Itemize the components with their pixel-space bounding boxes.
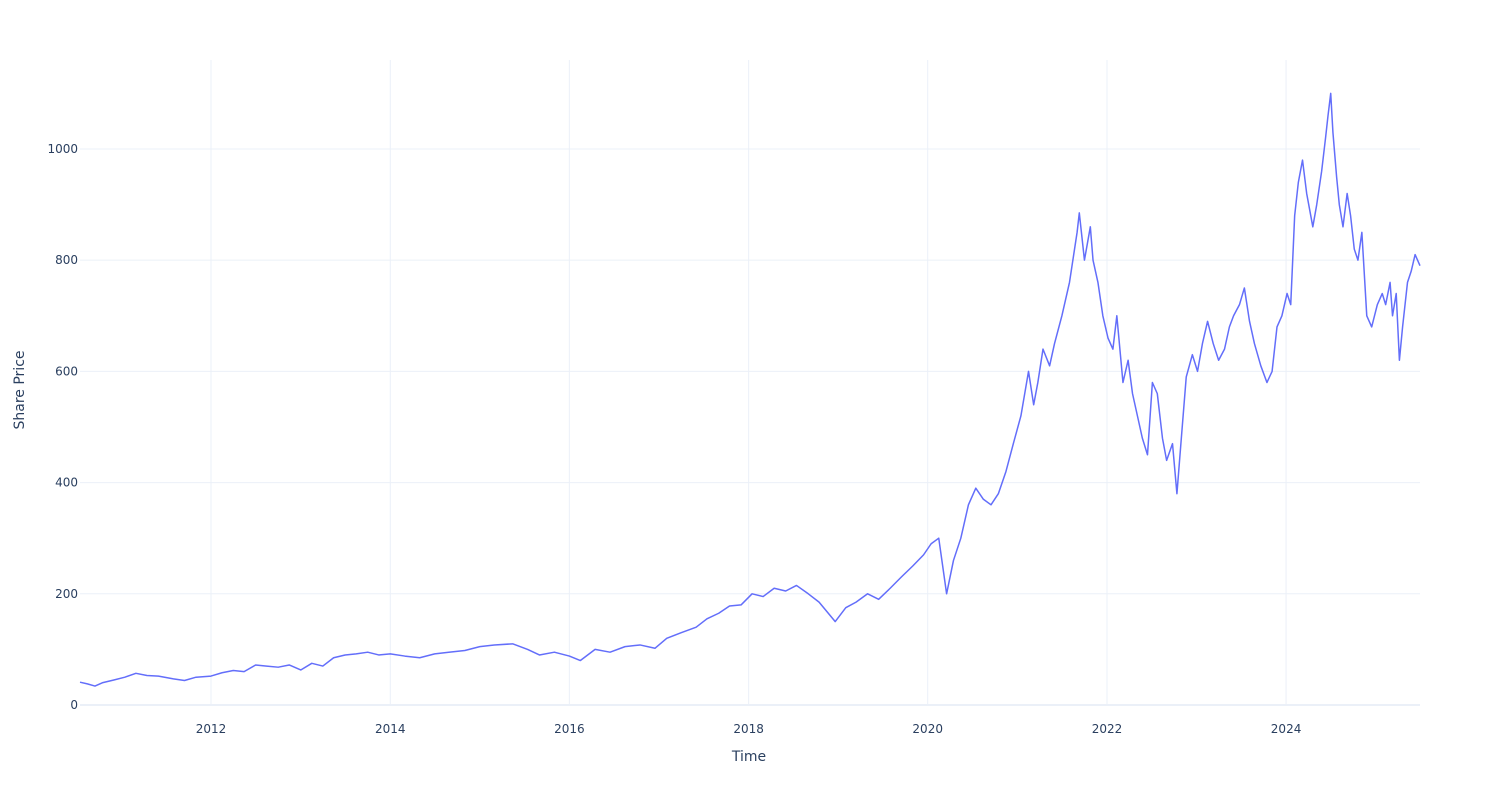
x-axis-title: Time bbox=[731, 749, 766, 765]
y-axis-title: Share Price bbox=[12, 350, 28, 429]
grid bbox=[80, 60, 1420, 706]
y-tick-label: 400 bbox=[55, 476, 78, 490]
y-tick-label: 200 bbox=[55, 587, 78, 601]
y-tick-label: 800 bbox=[55, 253, 78, 267]
y-tick-label: 0 bbox=[70, 698, 78, 712]
plot-area bbox=[79, 92, 1421, 687]
x-tick-label: 2024 bbox=[1271, 722, 1302, 736]
x-axis-ticks: 2012 2014 2016 2018 2020 2022 2024 bbox=[196, 722, 1302, 736]
x-tick-label: 2016 bbox=[554, 722, 585, 736]
x-tick-label: 2018 bbox=[733, 722, 764, 736]
y-axis-ticks: 0 200 400 600 800 1000 bbox=[47, 142, 78, 712]
x-tick-label: 2020 bbox=[912, 722, 943, 736]
y-tick-label: 1000 bbox=[47, 142, 78, 156]
y-tick-label: 600 bbox=[55, 364, 78, 378]
x-tick-label: 2012 bbox=[196, 722, 227, 736]
x-tick-label: 2022 bbox=[1092, 722, 1123, 736]
x-tick-label: 2014 bbox=[375, 722, 406, 736]
share-price-series-line bbox=[79, 92, 1421, 687]
